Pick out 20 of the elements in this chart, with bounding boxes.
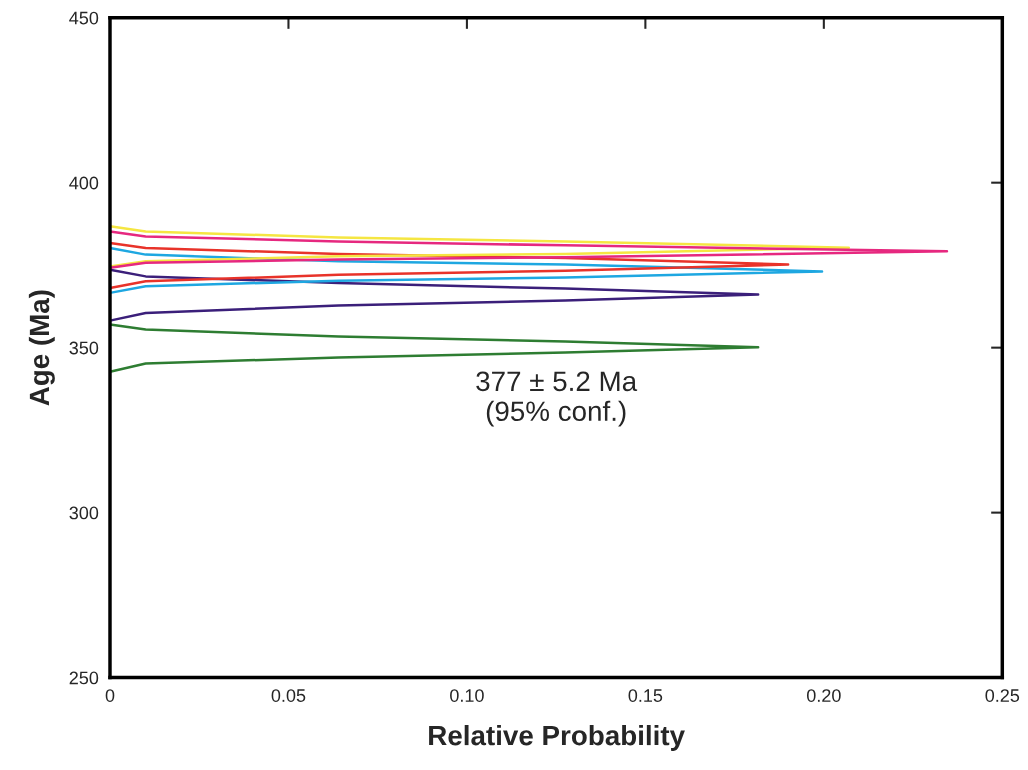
x-tick-label: 0.25	[985, 689, 1020, 702]
y-axis-title: Age (Ma)	[28, 290, 55, 406]
line-series	[110, 246, 824, 295]
line-series	[110, 323, 760, 373]
x-tick-label: 0.05	[271, 689, 306, 702]
x-tick-label: 0.20	[806, 689, 841, 702]
y-tick-label: 400	[69, 176, 99, 190]
line-series	[110, 224, 851, 268]
y-tick-label: 250	[69, 671, 99, 685]
y-tick-label: 350	[69, 341, 99, 355]
x-tick-label: 0	[105, 689, 115, 702]
y-tick-label: 300	[69, 506, 99, 520]
x-axis-title: Relative Probability	[429, 724, 685, 751]
line-series	[110, 268, 760, 322]
annotation: 377 ± 5.2 Ma (95% conf.)	[476, 371, 638, 427]
line-series	[110, 230, 949, 270]
x-tick-label: 0.15	[628, 689, 663, 702]
line-series	[110, 241, 790, 290]
x-tick-label: 0.10	[450, 689, 484, 702]
y-tick-label: 450	[69, 11, 99, 25]
